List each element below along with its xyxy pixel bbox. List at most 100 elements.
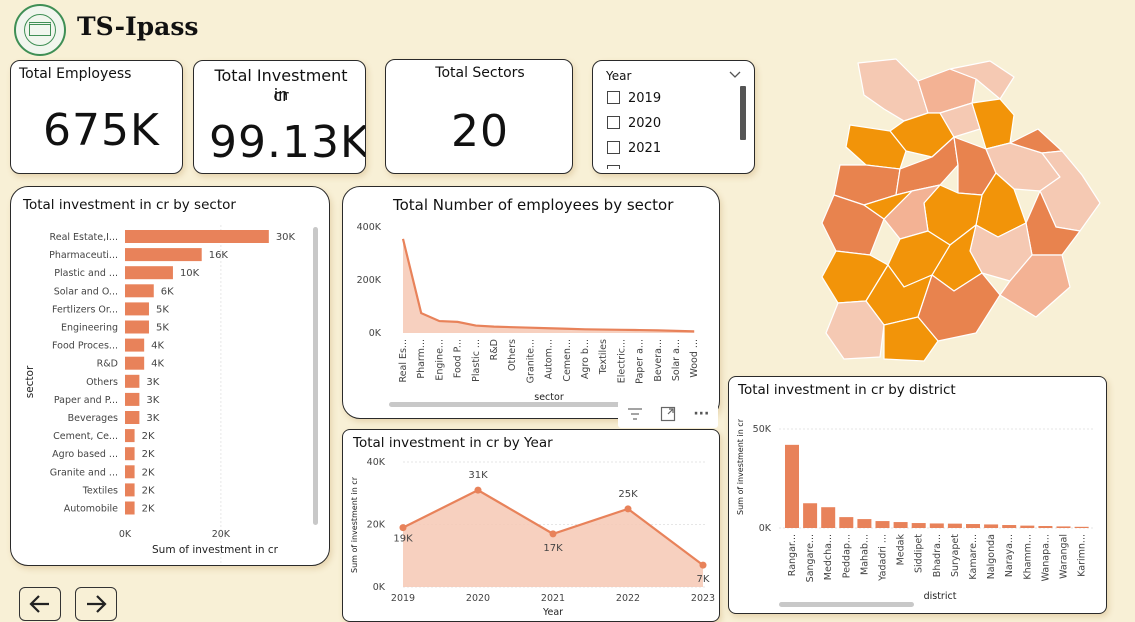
data-point[interactable] xyxy=(474,486,482,494)
category-label: Karimn... xyxy=(1077,534,1088,577)
category-label: Yadadri ... xyxy=(878,534,889,582)
filter-icon[interactable] xyxy=(627,407,643,421)
bar[interactable] xyxy=(125,266,173,280)
investment-by-sector-chart[interactable]: Total investment in cr by sector Real Es… xyxy=(10,186,330,566)
bar[interactable] xyxy=(839,517,854,528)
employees-area-plot[interactable]: 0K 200K 400K Real Es... Pharm... Engine... Foo… xyxy=(343,187,720,419)
bar[interactable] xyxy=(125,320,149,334)
chevron-down-icon[interactable] xyxy=(729,70,741,80)
bar[interactable] xyxy=(125,284,154,298)
bar[interactable] xyxy=(984,524,999,528)
bar[interactable] xyxy=(947,523,962,528)
district-region[interactable] xyxy=(999,254,1071,318)
bar[interactable] xyxy=(1038,526,1053,528)
y-axis-title: sector xyxy=(24,365,36,398)
bar[interactable] xyxy=(125,374,140,388)
chart-scrollbar[interactable] xyxy=(313,227,318,525)
year-slicer-title: Year xyxy=(606,69,632,83)
district-region[interactable] xyxy=(825,300,885,360)
sector-bar-plot[interactable]: Real Estate,I... 30K Pharmaceuti... 16K Plas… xyxy=(11,187,330,566)
bar[interactable] xyxy=(125,230,269,243)
category-label: Medcha... xyxy=(823,534,834,580)
data-point[interactable] xyxy=(399,524,407,532)
bar[interactable] xyxy=(125,356,145,370)
data-point[interactable] xyxy=(699,561,707,569)
total-investment-card[interactable]: Total Investment in cr 99.13K xyxy=(193,60,366,174)
bar[interactable] xyxy=(966,524,980,528)
year-slicer[interactable]: Year 2019 2020 2021 xyxy=(592,60,755,174)
data-label: 6K xyxy=(161,286,174,297)
district-region[interactable] xyxy=(857,58,929,122)
telangana-emblem-logo xyxy=(14,4,66,56)
bar[interactable] xyxy=(875,521,890,528)
bar[interactable] xyxy=(125,483,135,497)
bar[interactable] xyxy=(893,522,908,528)
bar[interactable] xyxy=(911,523,926,528)
bar[interactable] xyxy=(1056,526,1071,528)
year-option-2019[interactable]: 2019 xyxy=(607,91,661,106)
total-employees-card[interactable]: Total Employess 675K xyxy=(10,60,183,174)
category-label: Agro b... xyxy=(580,339,591,379)
x-axis-title: district xyxy=(924,591,957,602)
forward-button[interactable] xyxy=(75,587,117,621)
x-tick-label: 2022 xyxy=(616,593,640,604)
bar[interactable] xyxy=(857,519,872,528)
page-title: TS-Ipass xyxy=(77,12,199,41)
category-label: Granite and ... xyxy=(50,467,118,478)
data-label: 10K xyxy=(180,268,200,279)
bar[interactable] xyxy=(785,444,799,528)
data-label: 5K xyxy=(156,304,169,315)
more-options-icon[interactable]: ··· xyxy=(693,406,710,422)
bar[interactable] xyxy=(125,248,202,262)
district-region[interactable] xyxy=(971,98,1015,150)
district-bar-plot[interactable]: 0K 50K Rangar... Sangare... Medcha... Peddap.… xyxy=(729,377,1107,614)
slicer-scrollbar[interactable] xyxy=(740,86,746,140)
bar[interactable] xyxy=(125,501,135,515)
bar[interactable] xyxy=(929,523,944,528)
total-sectors-card[interactable]: Total Sectors 20 xyxy=(385,59,573,174)
bar[interactable] xyxy=(125,338,145,352)
bar[interactable] xyxy=(125,429,135,443)
district-region[interactable] xyxy=(949,60,1015,100)
category-label: Plastic ... xyxy=(471,339,482,382)
category-label: Agro based ... xyxy=(52,449,118,460)
category-label: Cemen... xyxy=(562,339,573,382)
chart-scrollbar[interactable] xyxy=(389,402,624,407)
data-point[interactable] xyxy=(624,505,632,513)
category-label: Naraya... xyxy=(1004,534,1015,577)
chart-scrollbar[interactable] xyxy=(779,602,914,607)
arrow-left-icon xyxy=(29,595,49,613)
bar[interactable] xyxy=(803,503,818,528)
bar[interactable] xyxy=(125,302,149,316)
total-investment-label-line1: Total Investment in xyxy=(214,66,348,104)
x-axis-title: Year xyxy=(542,607,563,618)
total-sectors-value: 20 xyxy=(451,106,509,157)
bar[interactable] xyxy=(1020,525,1035,528)
bar[interactable] xyxy=(125,392,140,406)
checkbox[interactable] xyxy=(607,141,620,154)
total-employees-label: Total Employess xyxy=(19,66,132,82)
bar[interactable] xyxy=(1074,526,1089,528)
bar[interactable] xyxy=(125,465,135,479)
bar[interactable] xyxy=(1002,525,1017,528)
district-region[interactable] xyxy=(863,190,913,220)
year-option-2021[interactable]: 2021 xyxy=(607,141,661,156)
category-label: Fertlizers Or... xyxy=(52,304,118,315)
district-region[interactable] xyxy=(883,316,939,362)
checkbox[interactable] xyxy=(607,116,620,129)
checkbox[interactable] xyxy=(607,91,620,104)
investment-by-district-chart[interactable]: Total investment in cr by district 0K 50K… xyxy=(728,376,1107,614)
year-area-plot[interactable]: 0K 20K 40K 19K 2019 31K 2020 17K 2021 25K 2022 7K 20… xyxy=(343,430,720,622)
bar[interactable] xyxy=(821,507,836,528)
investment-by-year-chart[interactable]: Total investment in cr by Year 0K 20K 40K 1… xyxy=(342,429,720,622)
year-option-2020[interactable]: 2020 xyxy=(607,116,661,131)
back-button[interactable] xyxy=(19,587,61,621)
data-label: 16K xyxy=(209,250,229,261)
bar[interactable] xyxy=(125,447,135,461)
employees-by-sector-chart[interactable]: Total Number of employees by sector 0K 20… xyxy=(342,186,720,419)
data-point[interactable] xyxy=(549,530,557,538)
focus-mode-icon[interactable] xyxy=(660,406,676,422)
telangana-district-map[interactable] xyxy=(800,55,1110,365)
bar[interactable] xyxy=(125,411,140,424)
category-label: Bhadra... xyxy=(932,534,943,577)
